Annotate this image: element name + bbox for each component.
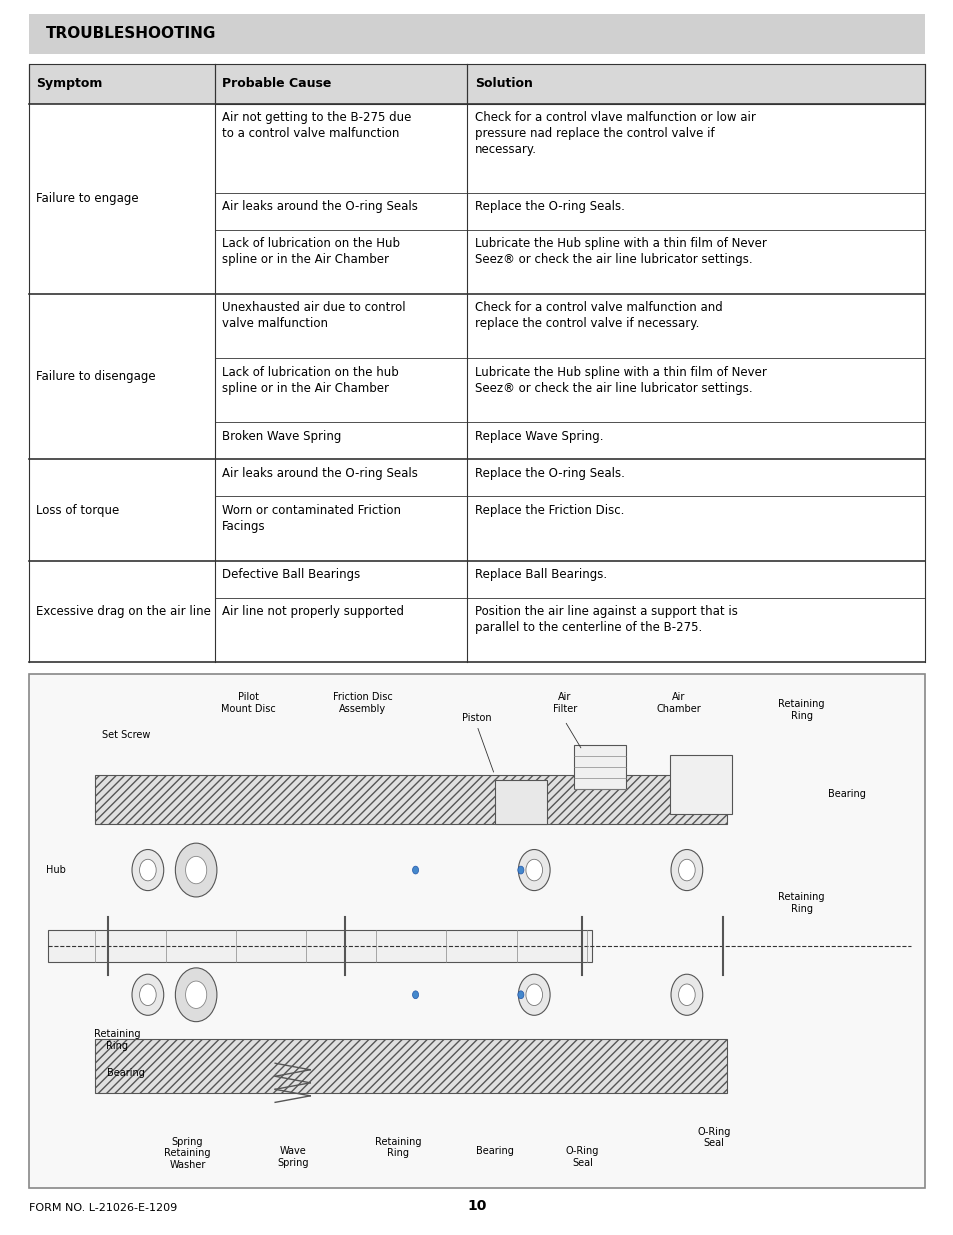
FancyBboxPatch shape	[29, 104, 214, 294]
Text: Air not getting to the B-275 due
to a control valve malfunction: Air not getting to the B-275 due to a co…	[222, 111, 412, 140]
Text: Replace Ball Bearings.: Replace Ball Bearings.	[475, 568, 606, 582]
FancyBboxPatch shape	[29, 64, 924, 104]
Text: O-Ring
Seal: O-Ring Seal	[697, 1126, 730, 1149]
Circle shape	[186, 981, 207, 1009]
Circle shape	[525, 860, 542, 881]
Text: Worn or contaminated Friction
Facings: Worn or contaminated Friction Facings	[222, 504, 401, 532]
Circle shape	[678, 860, 695, 881]
Circle shape	[132, 850, 164, 890]
Text: Wave
Spring: Wave Spring	[276, 1146, 308, 1168]
Bar	[494, 779, 547, 824]
Circle shape	[517, 990, 523, 999]
Text: Bearing: Bearing	[107, 1068, 145, 1078]
Bar	[573, 746, 625, 789]
Text: Pilot
Mount Disc: Pilot Mount Disc	[221, 692, 275, 714]
Text: Defective Ball Bearings: Defective Ball Bearings	[222, 568, 360, 582]
Text: Piston: Piston	[461, 713, 492, 722]
FancyBboxPatch shape	[29, 14, 924, 54]
Text: Retaining
Ring: Retaining Ring	[93, 1029, 140, 1051]
Text: O-Ring
Seal: O-Ring Seal	[565, 1146, 598, 1168]
Text: Lubricate the Hub spline with a thin film of Never
Seez® or check the air line l: Lubricate the Hub spline with a thin fil…	[475, 237, 766, 266]
Text: Replace the O-ring Seals.: Replace the O-ring Seals.	[475, 200, 624, 214]
Text: Failure to disengage: Failure to disengage	[36, 370, 155, 383]
Text: Air
Chamber: Air Chamber	[656, 692, 700, 714]
Bar	[95, 1039, 726, 1093]
Text: Check for a control valve malfunction and
replace the control valve if necessary: Check for a control valve malfunction an…	[475, 301, 722, 330]
Text: Excessive drag on the air line: Excessive drag on the air line	[36, 605, 211, 618]
Text: Air line not properly supported: Air line not properly supported	[222, 605, 404, 619]
Circle shape	[525, 984, 542, 1005]
Circle shape	[186, 856, 207, 884]
Circle shape	[412, 990, 418, 999]
Circle shape	[670, 974, 702, 1015]
FancyBboxPatch shape	[29, 561, 214, 662]
Bar	[669, 755, 731, 814]
Text: Symptom: Symptom	[36, 78, 103, 90]
FancyBboxPatch shape	[29, 294, 214, 459]
Text: Check for a control vlave malfunction or low air
pressure nad replace the contro: Check for a control vlave malfunction or…	[475, 111, 755, 156]
Text: Air leaks around the O-ring Seals: Air leaks around the O-ring Seals	[222, 467, 417, 480]
Circle shape	[517, 974, 550, 1015]
Circle shape	[678, 984, 695, 1005]
Text: Loss of torque: Loss of torque	[36, 504, 119, 516]
Text: Probable Cause: Probable Cause	[222, 78, 332, 90]
Text: Spring
Retaining
Washer: Spring Retaining Washer	[164, 1136, 211, 1170]
Circle shape	[175, 968, 216, 1021]
FancyBboxPatch shape	[29, 459, 214, 561]
Text: Retaining
Ring: Retaining Ring	[375, 1136, 421, 1158]
Text: Lack of lubrication on the Hub
spline or in the Air Chamber: Lack of lubrication on the Hub spline or…	[222, 237, 400, 266]
Circle shape	[517, 850, 550, 890]
Circle shape	[517, 866, 523, 874]
Text: Unexhausted air due to control
valve malfunction: Unexhausted air due to control valve mal…	[222, 301, 405, 330]
FancyBboxPatch shape	[29, 674, 924, 1188]
Text: Failure to engage: Failure to engage	[36, 193, 139, 205]
Text: Retaining
Ring: Retaining Ring	[778, 699, 824, 721]
Circle shape	[670, 850, 702, 890]
Text: Bearing: Bearing	[827, 789, 865, 799]
Text: Retaining
Ring: Retaining Ring	[778, 892, 824, 914]
Text: Broken Wave Spring: Broken Wave Spring	[222, 430, 341, 443]
Bar	[48, 930, 591, 962]
Text: Replace the O-ring Seals.: Replace the O-ring Seals.	[475, 467, 624, 480]
Circle shape	[412, 866, 418, 874]
Text: Solution: Solution	[475, 78, 533, 90]
Text: Set Screw: Set Screw	[102, 730, 150, 741]
Text: Air
Filter: Air Filter	[552, 692, 577, 714]
Text: Position the air line against a support that is
parallel to the centerline of th: Position the air line against a support …	[475, 605, 738, 634]
Text: Lack of lubrication on the hub
spline or in the Air Chamber: Lack of lubrication on the hub spline or…	[222, 366, 398, 394]
Text: 10: 10	[467, 1199, 486, 1213]
Text: Hub: Hub	[46, 864, 66, 874]
Text: Lubricate the Hub spline with a thin film of Never
Seez® or check the air line l: Lubricate the Hub spline with a thin fil…	[475, 366, 766, 394]
Text: TROUBLESHOOTING: TROUBLESHOOTING	[46, 26, 216, 42]
Circle shape	[139, 984, 156, 1005]
Text: Friction Disc
Assembly: Friction Disc Assembly	[333, 692, 393, 714]
Text: Replace the Friction Disc.: Replace the Friction Disc.	[475, 504, 624, 517]
Text: Replace Wave Spring.: Replace Wave Spring.	[475, 430, 603, 443]
Text: FORM NO. L-21026-E-1209: FORM NO. L-21026-E-1209	[29, 1203, 176, 1213]
Bar	[95, 774, 726, 824]
Text: Air leaks around the O-ring Seals: Air leaks around the O-ring Seals	[222, 200, 417, 214]
Circle shape	[139, 860, 156, 881]
Text: Bearing: Bearing	[476, 1146, 513, 1156]
Circle shape	[132, 974, 164, 1015]
Circle shape	[175, 844, 216, 897]
